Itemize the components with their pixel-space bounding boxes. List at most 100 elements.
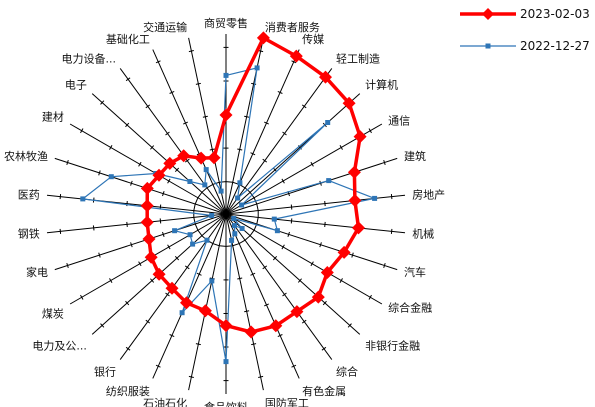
axis-tick xyxy=(167,178,171,184)
axis-tick xyxy=(244,115,250,118)
category-label: 商贸零售 xyxy=(204,16,248,30)
legend: 2023-02-03 2022-12-27 xyxy=(460,7,590,53)
axis-tick xyxy=(155,364,161,368)
axis-tick xyxy=(319,242,322,248)
axis-tick xyxy=(59,228,62,234)
category-label: 医药 xyxy=(18,188,40,201)
axis-tick xyxy=(209,148,215,151)
category-label: 机械 xyxy=(412,227,434,241)
category-label: 建材 xyxy=(42,109,64,123)
axis-tick xyxy=(167,244,171,250)
legend-label: 2022-12-27 xyxy=(520,39,590,53)
axis-tick xyxy=(162,191,165,197)
series-point xyxy=(140,215,154,229)
axis-tick xyxy=(262,158,268,163)
series-point xyxy=(320,266,334,279)
axis-tick xyxy=(130,180,133,186)
axis-tick xyxy=(244,310,250,313)
series-point xyxy=(202,182,208,188)
axis-tick xyxy=(98,252,101,258)
series-point xyxy=(353,130,367,144)
axis-tick xyxy=(290,204,293,210)
series-point xyxy=(319,70,332,84)
series-point xyxy=(347,165,361,179)
axis-tick xyxy=(155,60,161,64)
legend-label: 2023-02-03 xyxy=(520,7,590,21)
axis-tick xyxy=(145,104,151,109)
axis-tick xyxy=(100,323,105,328)
axis-tick xyxy=(66,159,69,166)
legend-marker xyxy=(482,8,494,20)
axis-spoke xyxy=(225,213,406,234)
axis-tick xyxy=(126,221,128,227)
axis-tick xyxy=(324,221,326,227)
series-point xyxy=(223,359,229,365)
category-label: 轻工制造 xyxy=(336,52,380,66)
legend-marker xyxy=(485,43,491,49)
axis-tick xyxy=(145,319,151,324)
series-point xyxy=(311,290,325,304)
series-point xyxy=(190,241,196,247)
series-point xyxy=(142,232,156,246)
category-label: 农林牧渔 xyxy=(4,149,48,163)
category-label: 消费者服务 xyxy=(265,20,320,34)
axis-tick xyxy=(138,261,142,267)
series-point xyxy=(140,199,154,213)
series-point xyxy=(232,231,238,237)
axis-tick xyxy=(184,265,190,270)
axis-tick xyxy=(150,145,155,150)
axis-tick xyxy=(277,90,283,94)
axis-tick xyxy=(237,277,243,280)
series-point xyxy=(152,267,166,281)
axis-tick xyxy=(322,300,327,306)
axis-tick xyxy=(390,228,393,234)
axis-tick xyxy=(159,218,162,224)
series-point xyxy=(289,49,303,63)
axis-tick xyxy=(351,252,354,258)
axis-tick xyxy=(282,131,287,136)
series-point xyxy=(187,179,193,184)
series-point xyxy=(231,216,237,221)
axis-tick xyxy=(301,104,307,109)
axis-tick xyxy=(291,60,297,64)
axis-tick xyxy=(258,375,264,378)
series-point xyxy=(271,216,277,222)
axis-tick xyxy=(174,255,180,261)
axis-tick xyxy=(347,323,352,328)
axis-tick xyxy=(290,218,293,224)
axis-tick xyxy=(390,194,393,200)
axis-tick xyxy=(125,346,131,351)
category-label: 基础化工 xyxy=(106,32,150,46)
category-label: 综合 xyxy=(336,364,358,378)
axis-tick xyxy=(301,319,307,324)
category-label: 钢铁 xyxy=(18,228,40,241)
series-point xyxy=(219,108,233,122)
axis-tick xyxy=(184,158,190,163)
axis-spoke xyxy=(91,93,227,215)
axis-tick xyxy=(126,201,128,207)
axis-tick xyxy=(368,294,372,300)
axis-spoke xyxy=(46,213,227,234)
axis-tick xyxy=(310,161,314,167)
series-point xyxy=(237,180,243,186)
axis-tick xyxy=(264,303,269,307)
series-point xyxy=(80,196,86,202)
series-point xyxy=(229,237,235,243)
category-label: 房地产 xyxy=(412,187,445,201)
axis-tick xyxy=(125,122,130,128)
axis-tick xyxy=(162,231,165,237)
axis-tick xyxy=(165,131,170,136)
axis-tick xyxy=(262,265,268,270)
category-label: 计算机 xyxy=(365,78,398,92)
axis-tick xyxy=(321,346,327,351)
legend-item: 2022-12-27 xyxy=(460,39,590,53)
series-point xyxy=(144,250,158,264)
category-labels: 商贸零售 消费者服务传媒轻工制造计算机通信建筑房地产机械汽车综合金融非银行金融综合… xyxy=(4,16,445,407)
series-point xyxy=(209,213,215,218)
category-label: 纺织服装 xyxy=(106,384,150,398)
category-label: 有色金属 xyxy=(302,384,346,398)
axis-tick xyxy=(297,278,302,283)
axis-tick xyxy=(165,292,170,297)
series-point xyxy=(163,156,177,170)
axis-tick xyxy=(251,82,257,85)
